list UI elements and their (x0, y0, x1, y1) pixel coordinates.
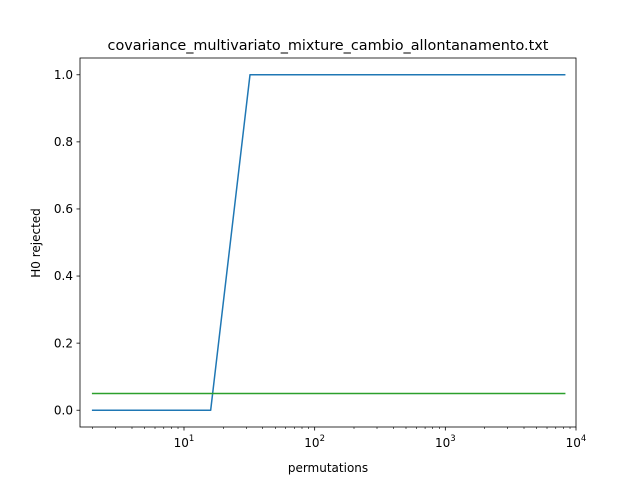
x-axis-label: permutations (288, 461, 368, 475)
chart-title: covariance_multivariato_mixture_cambio_a… (108, 38, 549, 54)
y-tick-label: 0.6 (54, 202, 73, 216)
x-tick-label: 103 (435, 434, 456, 450)
series-layer (91, 74, 566, 411)
y-tick-label: 0.2 (54, 336, 73, 350)
y-tick-label: 0.4 (54, 269, 73, 283)
x-tick-label: 101 (174, 434, 195, 450)
y-tick-label: 0.8 (54, 135, 73, 149)
y-axis-label: H0 rejected (29, 208, 43, 278)
x-tick-label: 104 (566, 434, 587, 450)
tick-layer: 0.0 0.2 0.4 0.6 0.8 1.0 101 102 103 104 (54, 68, 586, 450)
y-tick-label: 0.0 (54, 403, 73, 417)
series-line-1 (91, 74, 566, 411)
plot-area-frame (79, 57, 577, 428)
x-tick-label: 102 (304, 434, 325, 450)
y-tick-label: 1.0 (54, 68, 73, 82)
